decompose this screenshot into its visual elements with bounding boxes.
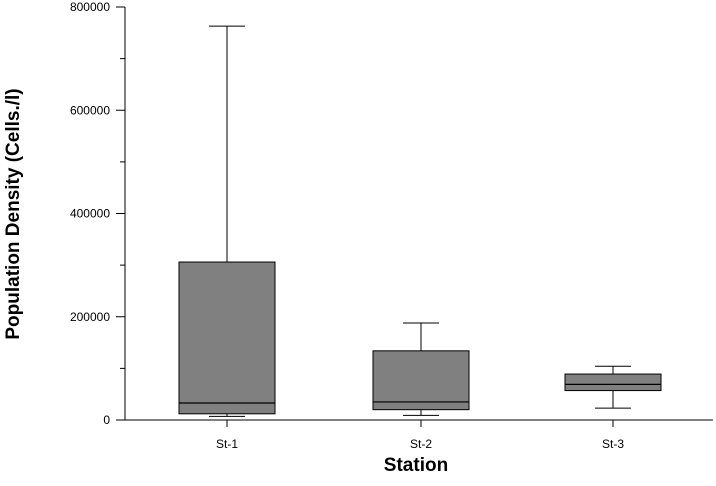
box-st-1: [178, 25, 276, 417]
x-axis-title: Station: [384, 455, 448, 476]
y-axis: 0 200000 400000 600000 800000: [70, 0, 126, 427]
x-axis: St-1 St-2 St-3: [125, 419, 713, 451]
y-tick-label: 800000: [70, 0, 110, 14]
y-tick-label: 600000: [70, 103, 110, 117]
box-st-3: [564, 365, 662, 409]
x-tick-label: St-2: [410, 437, 432, 451]
y-axis-title: Population Density (Cells./l): [3, 88, 24, 339]
boxes: [178, 25, 662, 417]
y-tick-label: 200000: [70, 310, 110, 324]
iqr-box: [372, 350, 470, 411]
y-tick-label: 400000: [70, 207, 110, 221]
x-tick-label: St-3: [602, 437, 624, 451]
x-tick-label: St-1: [216, 437, 238, 451]
y-tick-label: 0: [103, 413, 110, 427]
iqr-box: [178, 261, 276, 415]
iqr-box: [564, 373, 662, 392]
box-st-2: [372, 322, 470, 416]
